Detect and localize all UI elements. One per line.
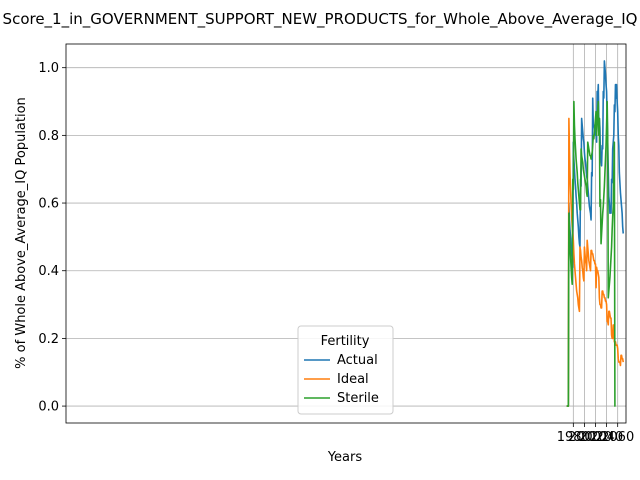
- legend: Fertility Actual Ideal Sterile: [297, 325, 394, 415]
- y-tick-label: 0.4: [38, 264, 59, 279]
- x-tick-label: 2040: [590, 430, 623, 445]
- series-line-sterile: [566, 100, 616, 407]
- plot-frame: [65, 43, 627, 424]
- series-line-actual: [566, 60, 625, 407]
- y-axis-label: % of Whole Above_Average_IQ Population: [14, 97, 29, 369]
- x-tick-label: 2020: [579, 430, 612, 445]
- legend-title: Fertility: [321, 334, 370, 349]
- legend-label-sterile: Sterile: [337, 391, 379, 406]
- y-tick-label: 0.6: [38, 197, 59, 212]
- x-tick-label: 2060: [601, 430, 634, 445]
- x-axis-label: Years: [327, 450, 363, 465]
- y-tick-label: 0.0: [38, 400, 59, 415]
- y-tick-label: 0.2: [38, 332, 59, 347]
- legend-entries: Actual Ideal Sterile: [304, 353, 379, 406]
- x-tick-label: 2000: [568, 430, 601, 445]
- legend-box: [297, 325, 394, 415]
- y-tick-label: 0.8: [38, 129, 59, 144]
- x-tick-label: 1980: [557, 430, 590, 445]
- y-tick-label: 1.0: [38, 61, 59, 76]
- chart-title: Score_1_in_GOVERNMENT_SUPPORT_NEW_PRODUC…: [3, 10, 638, 29]
- legend-label-ideal: Ideal: [337, 372, 369, 387]
- series-group: [566, 60, 625, 407]
- legend-label-actual: Actual: [337, 353, 378, 368]
